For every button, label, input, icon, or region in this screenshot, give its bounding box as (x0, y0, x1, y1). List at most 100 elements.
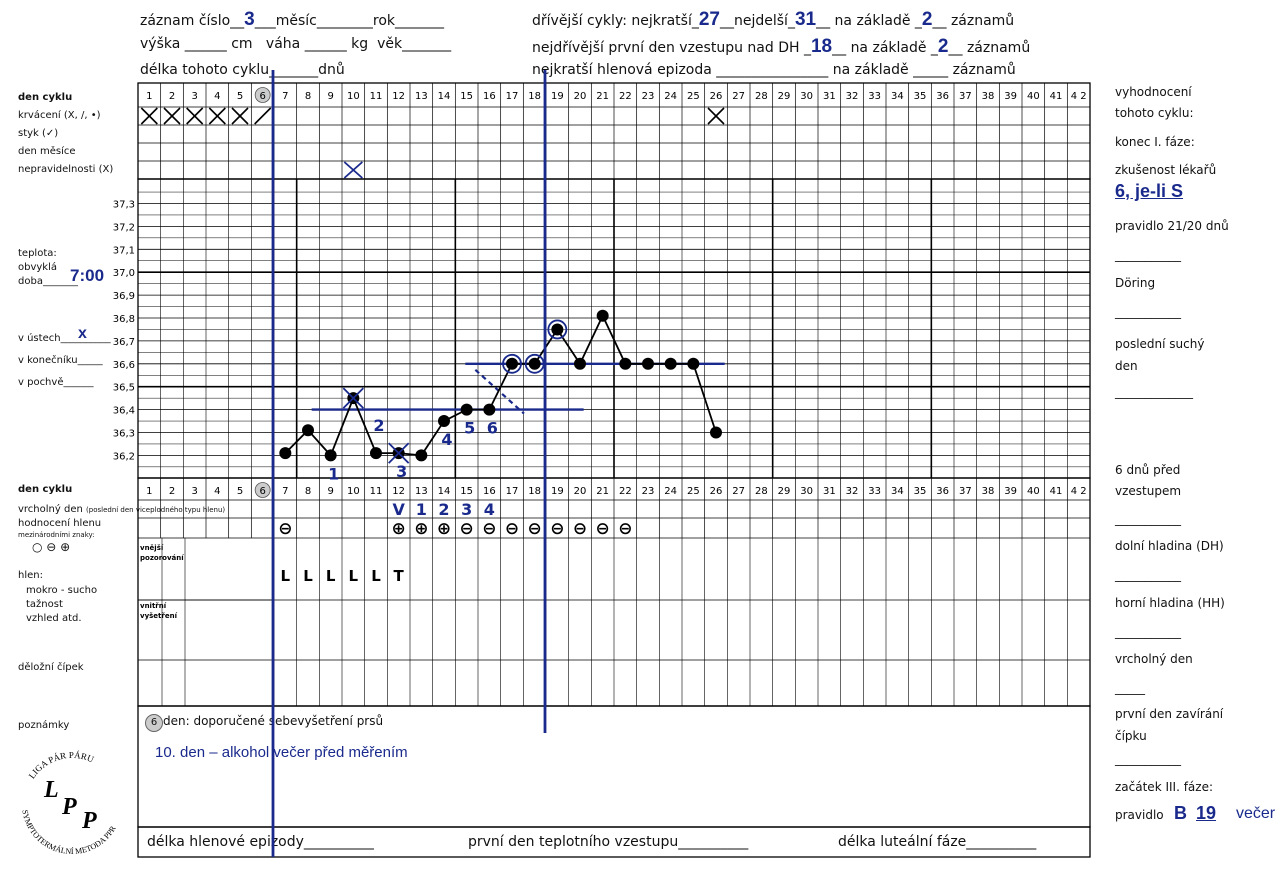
temperature-point (506, 357, 518, 370)
day-label: 8 (305, 91, 311, 102)
day-label: 27 (732, 91, 745, 102)
day-label: 17 (506, 486, 519, 497)
temperature-point (302, 424, 314, 437)
day-label: 14 (438, 486, 451, 497)
day-label: 4 2 (1071, 91, 1087, 102)
right-vyhodnoceni: vyhodnocení tohoto cyklu: (1115, 85, 1194, 120)
bleeding-slash-mark (254, 107, 272, 125)
day-six-circle (254, 87, 271, 103)
day-label: 10 (347, 486, 360, 497)
label-obvykla: obvyklá (18, 262, 57, 273)
observation-side-label: pozorování (140, 554, 184, 562)
day-label: 25 (687, 91, 700, 102)
year-label: rok (372, 13, 395, 29)
right-horni: horní hladina (HH) (1115, 596, 1225, 610)
right-pravidlo: pravidlo (1115, 808, 1164, 822)
cycle-length-label: délka tohoto cyklu (140, 62, 270, 78)
day-label: 13 (415, 91, 428, 102)
observation-side-label: vnější (140, 544, 164, 552)
external-observation: L (349, 567, 359, 585)
logo-letter-l: L (43, 777, 59, 803)
external-observation: L (281, 567, 291, 585)
record-value: 3 (244, 9, 255, 30)
temperature-point (528, 357, 541, 370)
lpp-logo: LIGA PÁR PÁRU SYMPTOTERMÁLNÍ METODA PPR … (20, 750, 118, 856)
footer-frame (137, 826, 1091, 858)
day-label: 40 (1027, 486, 1040, 497)
temperature-point (551, 323, 564, 336)
right-zkusenost: zkušenost lékařů (1115, 163, 1217, 177)
day-label: 38 (982, 486, 995, 497)
observation-side-label: vyšetření (140, 612, 178, 620)
right-pravidlo2120: pravidlo 21/20 dnů (1115, 219, 1229, 233)
day-label: 8 (305, 486, 311, 497)
day-label: 5 (237, 486, 243, 497)
label-delozni: děložní čípek (18, 662, 84, 673)
prev-cycles-label: dřívější cykly: nejkratší (532, 13, 692, 29)
right-line-3: _____________ (1115, 385, 1193, 399)
day-label: 15 (460, 91, 473, 102)
records-label-2: záznamů (966, 40, 1031, 56)
earliest-row: nejdřívější první den vzestupu nad DH _1… (532, 36, 1031, 57)
day-label: 36 (936, 486, 949, 497)
right-zkusenost-value: 6, je-li S (1115, 181, 1184, 201)
logo-letter-p2: P (81, 808, 97, 834)
day-label: 16 (483, 486, 496, 497)
temperature-point (370, 447, 382, 460)
record-label: záznam číslo (140, 13, 231, 29)
right-line-8: ___________ (1115, 752, 1181, 766)
footer-first-rise: první den teplotního vzestupu__________ (468, 834, 749, 850)
day-label: 1 (146, 91, 152, 102)
mucus-symbol: ⊕ (414, 519, 428, 539)
shortest-mucus-row: nejkratší hlenová epizoda ______________… (532, 62, 1016, 78)
day-label: 21 (596, 486, 609, 497)
label-teplota: teplota: (18, 248, 57, 259)
temperature-point (619, 357, 632, 370)
day-label: 5 (237, 91, 243, 102)
label-krvaceni: krvácení (X, /, •) (18, 110, 101, 121)
right-vecer: večer (1236, 805, 1276, 822)
bleeding-x-mark (208, 107, 226, 125)
day-label: 2 (169, 486, 175, 497)
y-tick-label: 36,5 (113, 383, 135, 394)
circled-point-ring (547, 319, 568, 340)
right-line-1: ___________ (1115, 248, 1181, 262)
day-label: 23 (642, 91, 655, 102)
circled-point-ring (502, 353, 522, 374)
day-label: 20 (574, 91, 587, 102)
longest-value: 31 (794, 9, 817, 30)
day-label: 11 (370, 486, 383, 497)
day-label: 12 (392, 91, 405, 102)
day-label: 41 (1050, 91, 1063, 102)
right-dolni: dolní hladina (DH) (1115, 539, 1224, 553)
mucus-symbol: ⊖ (505, 519, 519, 539)
mucus-symbol: ⊖ (573, 519, 587, 539)
day-label: 11 (370, 91, 383, 102)
cycle-length-unit: dnů (318, 62, 345, 78)
mucus-symbol: ⊖ (460, 519, 474, 539)
day-label: 22 (619, 91, 632, 102)
month-label: měsíc (275, 13, 317, 29)
external-observation: L (371, 567, 381, 585)
records-label: záznamů (950, 13, 1015, 29)
dashed-connector (474, 368, 525, 415)
day-label: 14 (438, 91, 451, 102)
right-sest: 6 dnů před vzestupem (1115, 463, 1182, 498)
label-den-cyklu: den cyklu (18, 92, 73, 103)
shortest-value: 27 (698, 9, 720, 30)
count-label: 3 (396, 462, 407, 481)
day-label: 40 (1027, 91, 1040, 102)
day-label: 9 (327, 486, 333, 497)
day-label: 16 (483, 91, 496, 102)
v-ustech-mark: x (78, 325, 87, 342)
day-label: 41 (1050, 486, 1063, 497)
label-vzhled: vzhled atd. (26, 613, 82, 624)
age-label: věk (377, 36, 403, 52)
based-on-label-2: na základě (850, 40, 927, 56)
temperature-point (687, 357, 700, 370)
day-label: 28 (755, 91, 768, 102)
label-den-cyklu-2: den cyklu (18, 484, 73, 495)
mucus-symbol: ⊖ (550, 519, 564, 539)
y-tick-label: 36,6 (113, 360, 135, 371)
day-label: 27 (732, 486, 745, 497)
